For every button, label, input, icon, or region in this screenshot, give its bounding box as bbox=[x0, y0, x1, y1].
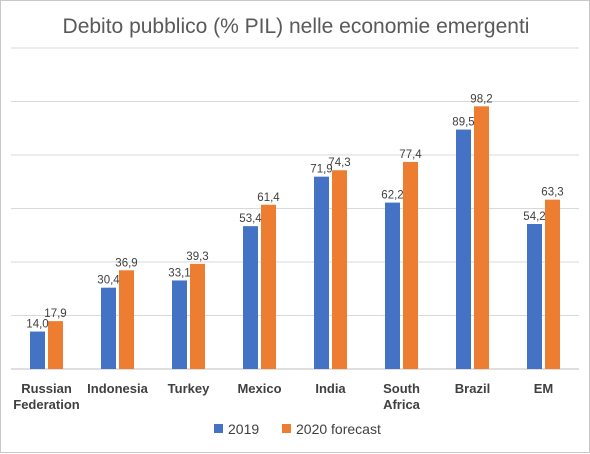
data-label: 53,4 bbox=[239, 213, 262, 225]
bar-series-1 bbox=[30, 331, 45, 369]
data-label: 71,9 bbox=[310, 164, 332, 176]
legend-label: 2020 forecast bbox=[296, 421, 381, 437]
bar-series-1 bbox=[101, 287, 116, 369]
legend: 2019 2020 forecast bbox=[214, 421, 381, 437]
bar-series-2 bbox=[48, 321, 63, 369]
bar-series-2 bbox=[119, 270, 134, 369]
category-label: Russian Federation bbox=[13, 381, 80, 412]
data-label: 62,2 bbox=[381, 190, 403, 202]
data-label: 30,4 bbox=[97, 275, 120, 287]
data-label: 63,3 bbox=[541, 187, 563, 199]
bar-series-1 bbox=[172, 280, 187, 369]
data-label: 61,4 bbox=[257, 192, 280, 204]
bar-series-2 bbox=[332, 170, 347, 369]
bar-series-1 bbox=[385, 202, 400, 369]
bar-series-2 bbox=[403, 161, 418, 369]
bar-series-2 bbox=[545, 199, 560, 369]
category-label: EM bbox=[534, 381, 554, 396]
bar-series-1 bbox=[243, 226, 258, 369]
legend-swatch bbox=[282, 424, 291, 433]
data-label: 36,9 bbox=[115, 257, 137, 269]
category-label: Turkey bbox=[168, 381, 210, 396]
category-labels: Russian Federation Indonesia Turkey Mexico In… bbox=[13, 381, 553, 412]
data-label: 98,2 bbox=[470, 93, 492, 105]
legend-label: 2019 bbox=[228, 421, 259, 437]
data-label: 39,3 bbox=[186, 251, 208, 263]
data-label: 14,0 bbox=[26, 319, 48, 331]
category-label: Indonesia bbox=[87, 381, 148, 396]
data-label: 33,1 bbox=[168, 267, 190, 279]
category-label: Mexico bbox=[237, 381, 281, 396]
category-label: India bbox=[315, 381, 346, 396]
gridlines bbox=[11, 47, 579, 370]
chart-title: Debito pubblico (% PIL) nelle economie e… bbox=[63, 15, 530, 38]
legend-swatch bbox=[214, 424, 223, 433]
bar-series-2 bbox=[190, 263, 205, 369]
data-label: 54,2 bbox=[523, 211, 545, 223]
bar-series-2 bbox=[261, 204, 276, 369]
bar-series-1 bbox=[314, 176, 329, 369]
bar-series-1 bbox=[527, 224, 542, 369]
bars bbox=[30, 106, 560, 369]
data-labels: 14,017,9 30,4 36,9 33,1 39,3 53,4 61,4 71,974,3… bbox=[26, 93, 563, 330]
category-label: South Africa bbox=[383, 381, 421, 412]
bar-series-2 bbox=[474, 106, 489, 369]
data-label: 77,4 bbox=[399, 149, 422, 161]
data-label: 89,5 bbox=[452, 117, 474, 129]
category-label: Brazil bbox=[455, 381, 490, 396]
bar-series-1 bbox=[456, 129, 471, 369]
data-label: 17,9 bbox=[44, 308, 66, 320]
data-label: 74,3 bbox=[328, 157, 350, 169]
